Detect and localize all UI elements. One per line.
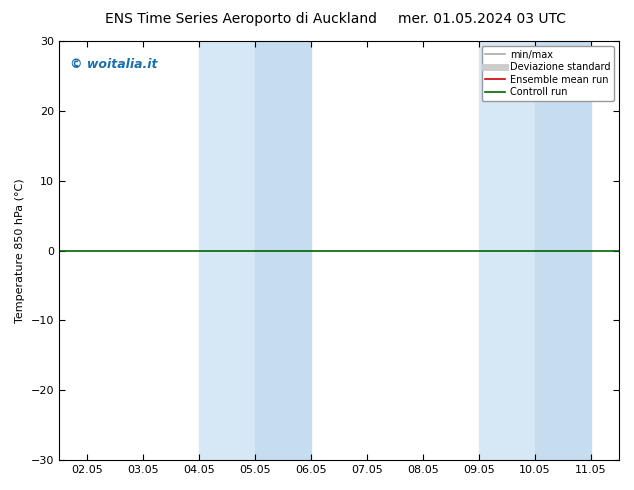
Bar [535, 41, 591, 460]
Legend: min/max, Deviazione standard, Ensemble mean run, Controll run: min/max, Deviazione standard, Ensemble m… [482, 46, 614, 101]
Y-axis label: Temperature 850 hPa (°C): Temperature 850 hPa (°C) [15, 178, 25, 323]
Text: mer. 01.05.2024 03 UTC: mer. 01.05.2024 03 UTC [398, 12, 566, 26]
Text: © woitalia.it: © woitalia.it [70, 58, 158, 71]
Text: ENS Time Series Aeroporto di Auckland: ENS Time Series Aeroporto di Auckland [105, 12, 377, 26]
Bar [479, 41, 535, 460]
Bar [255, 41, 311, 460]
Bar [199, 41, 255, 460]
